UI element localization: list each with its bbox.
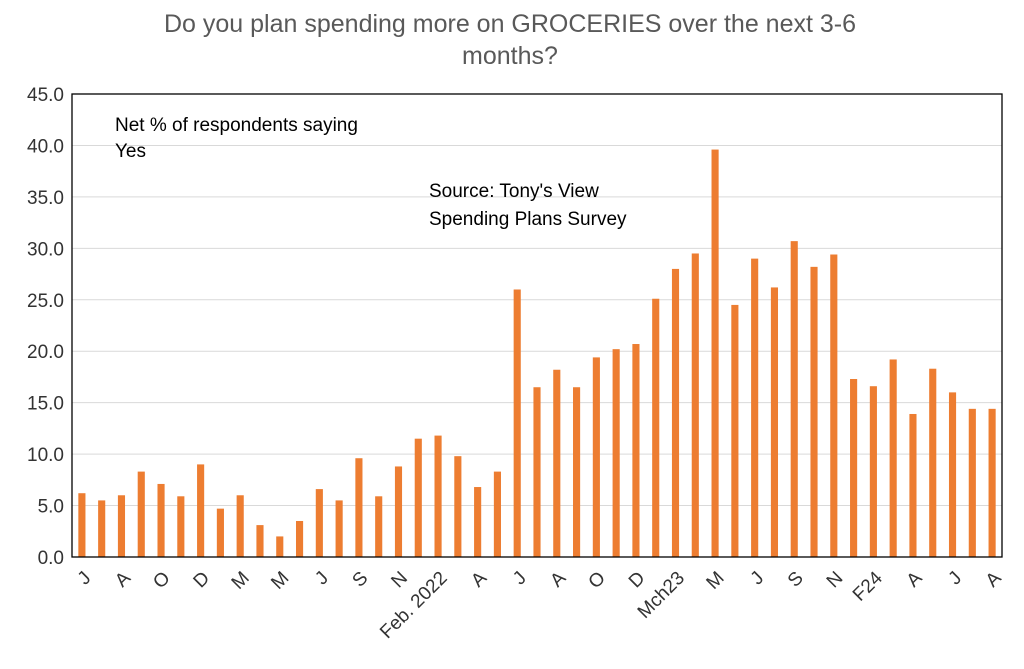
x-tick-label: A <box>467 567 491 591</box>
x-tick-label: M <box>228 568 254 594</box>
bar <box>790 241 798 557</box>
bar <box>454 456 462 557</box>
bar <box>850 379 858 557</box>
bar <box>830 254 838 558</box>
y-axis-ticks: 0.0 5.0 10.0 15.0 20.0 25.0 30.0 35.0 40.0 45.0 <box>27 85 64 569</box>
bar <box>117 495 126 557</box>
bar <box>493 471 501 557</box>
y-tick-label: 35.0 <box>27 188 64 209</box>
bar <box>177 496 185 557</box>
y-tick-label: 45.0 <box>27 85 64 106</box>
bar <box>335 500 343 557</box>
annotation-net-percent-line2: Yes <box>115 141 146 162</box>
bar <box>751 258 759 557</box>
plot-area-frame <box>71 93 1003 558</box>
bar <box>533 387 541 557</box>
y-tick-label: 0.0 <box>38 548 64 569</box>
y-tick-label: 15.0 <box>27 394 64 415</box>
bar <box>256 525 264 557</box>
x-tick-label: A <box>547 567 571 591</box>
x-tick-label: Feb. 2022 <box>376 568 451 643</box>
bar <box>592 357 600 557</box>
bar <box>513 289 521 557</box>
x-tick-label: D <box>625 568 650 593</box>
x-tick-label: D <box>190 568 215 593</box>
x-tick-label: A <box>903 567 927 591</box>
x-tick-label: S <box>784 568 808 592</box>
bar <box>632 344 640 557</box>
bar <box>988 408 996 557</box>
y-tick-label: 5.0 <box>38 497 64 518</box>
x-tick-label: S <box>349 568 373 592</box>
x-tick-label: O <box>585 568 610 593</box>
bar <box>889 359 897 557</box>
x-tick-label: M <box>703 568 729 594</box>
bar <box>968 408 976 557</box>
x-tick-label: M <box>267 568 293 594</box>
x-tick-label: A <box>982 567 1006 591</box>
bar <box>216 508 224 557</box>
y-tick-label: 30.0 <box>27 239 64 260</box>
bar <box>929 368 937 557</box>
x-tick-label: J <box>74 568 96 590</box>
chart-title-line1: Do you plan spending more on GROCERIES o… <box>163 10 857 38</box>
bar <box>731 304 739 557</box>
bar <box>78 493 86 557</box>
bar <box>394 466 403 557</box>
chart-title-line2: months? <box>462 42 558 70</box>
y-tick-label: 20.0 <box>27 342 64 363</box>
chart-title: Do you plan spending more on GROCERIES o… <box>110 8 910 72</box>
bar <box>355 458 363 557</box>
annotation-source-line2: Spending Plans Survey <box>429 209 627 230</box>
bar <box>711 149 719 557</box>
bar <box>276 536 284 557</box>
x-tick-label: J <box>311 568 333 590</box>
bar <box>612 349 620 557</box>
x-tick-label: J <box>747 568 769 590</box>
bar <box>236 495 244 557</box>
bar <box>573 387 581 557</box>
annotation-net-percent-line1: Net % of respondents saying <box>115 115 358 136</box>
bar <box>474 487 482 557</box>
bar <box>869 386 877 557</box>
bars <box>78 149 996 558</box>
y-tick-label: 25.0 <box>27 291 64 312</box>
y-tick-label: 10.0 <box>27 445 64 466</box>
bar <box>414 438 422 557</box>
y-tick-label: 40.0 <box>27 136 64 157</box>
bar <box>434 435 442 557</box>
bar <box>671 268 680 557</box>
bar <box>770 287 779 557</box>
bar <box>810 266 818 557</box>
x-tick-label: N <box>823 568 848 593</box>
bar <box>652 298 660 557</box>
bar <box>137 471 145 557</box>
bar <box>691 253 699 557</box>
bar <box>375 496 383 557</box>
annotation-source-line1: Source: Tony's View <box>429 181 599 202</box>
bar <box>98 500 106 557</box>
bar <box>948 392 957 557</box>
bar <box>909 413 917 557</box>
bar <box>295 520 304 557</box>
bar <box>157 483 165 557</box>
x-tick-label: N <box>387 568 412 593</box>
x-tick-label: O <box>149 568 174 593</box>
bar <box>315 489 323 557</box>
x-tick-label: J <box>509 568 531 590</box>
bar <box>553 369 561 557</box>
bar <box>197 464 205 557</box>
x-tick-label: A <box>111 567 135 591</box>
x-tick-label: J <box>945 568 967 590</box>
x-tick-label: F24 <box>849 567 887 605</box>
